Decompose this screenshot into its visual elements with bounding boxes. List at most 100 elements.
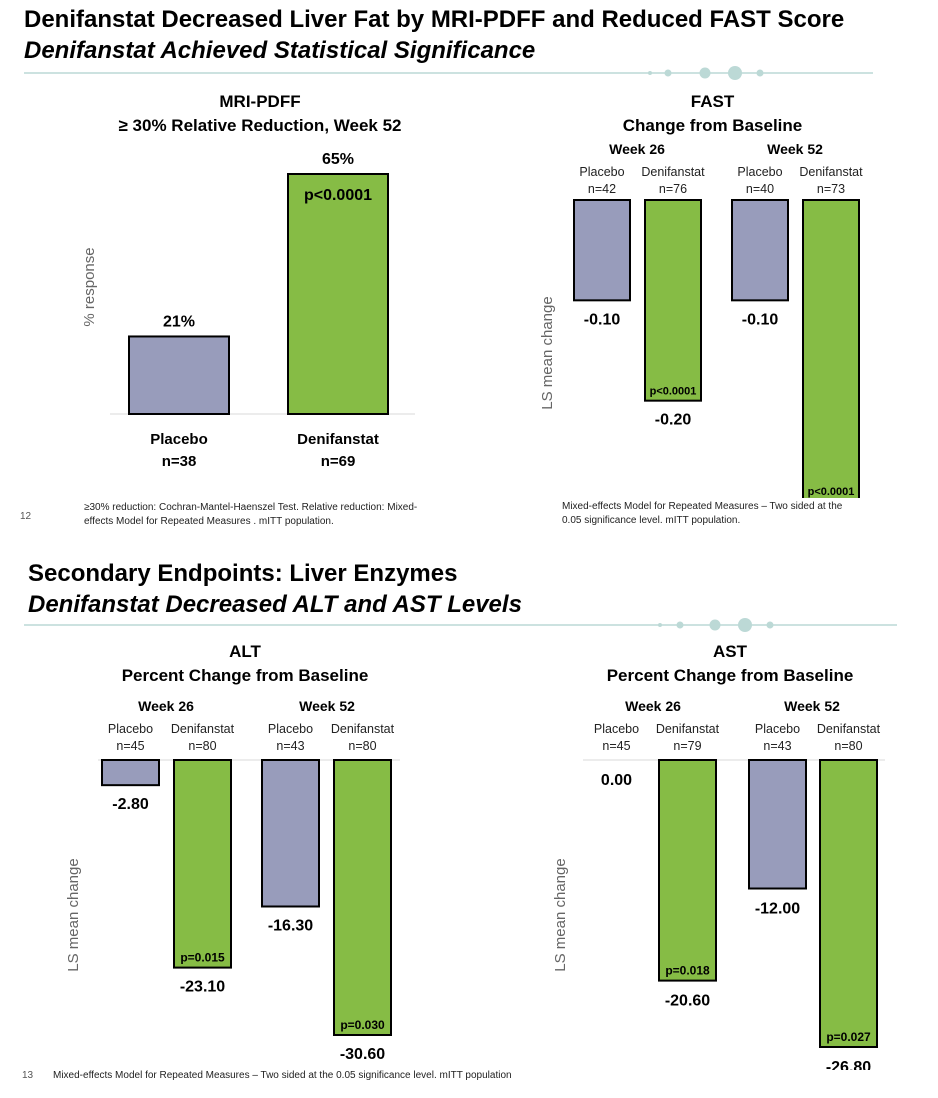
fast-arm-label: Placebo: [579, 165, 624, 179]
slide2-page-number: 13: [22, 1070, 34, 1081]
ast-group-label: Week 26: [625, 698, 681, 714]
ornament-dot: [699, 67, 711, 79]
fast-group-label: Week 26: [609, 141, 665, 157]
alt-y-axis-label: LS mean change: [65, 858, 82, 971]
fast-n-label: n=73: [817, 182, 845, 196]
fast-chart-title: FAST: [690, 92, 735, 111]
slide1-title-ornament: [24, 66, 873, 80]
alt-n-label: n=43: [276, 739, 304, 753]
ast-arm-label: Placebo: [755, 722, 800, 736]
alt-arm-label: Placebo: [268, 722, 313, 736]
slide1-subtitle: Denifanstat Achieved Statistical Signifi…: [24, 37, 536, 64]
mri-category-label: Denifanstat: [297, 431, 379, 448]
ast-arm-label: Denifanstat: [817, 722, 881, 736]
alt-group-label: Week 52: [299, 698, 355, 714]
alt-bar-chart: LS mean change Week 26 Week 52 Placebo n=45 -…: [65, 698, 400, 1062]
alt-arm-label: Placebo: [108, 722, 153, 736]
alt-arm-label: Denifanstat: [331, 722, 395, 736]
ast-n-label: n=80: [834, 739, 862, 753]
fast-n-label: n=76: [659, 182, 687, 196]
ornament-dot: [658, 623, 662, 627]
fast-arm-label: Placebo: [737, 165, 782, 179]
ast-group-label: Week 52: [784, 698, 840, 714]
ast-bar-chart: LS mean change Week 26 Week 52 Placebo n=45 0…: [552, 698, 885, 1070]
ast-p-value: p=0.018: [665, 964, 710, 978]
mri-chart-subtitle: ≥ 30% Relative Reduction, Week 52: [118, 116, 402, 135]
slide2-subtitle: Denifanstat Decreased ALT and AST Levels: [28, 591, 522, 618]
mri-bar-placebo: [128, 335, 230, 415]
alt-chart-title: ALT: [229, 642, 261, 661]
ast-value-label: 0.00: [601, 772, 632, 789]
ast-bar-denifanstat-w26: [658, 759, 717, 982]
slide1-footnote-right: Mixed-effects Model for Repeated Measure…: [562, 501, 843, 526]
mri-p-value: p<0.0001: [304, 187, 372, 204]
slide2-title-ornament: [24, 618, 897, 632]
fast-group-label: Week 52: [767, 141, 823, 157]
ast-bar-denifanstat-w52: [819, 759, 878, 1048]
slide1-footnote-left: ≥30% reduction: Cochran-Mantel-Haenszel …: [84, 502, 418, 527]
mri-n-label: n=69: [321, 453, 356, 470]
ast-n-label: n=79: [673, 739, 701, 753]
fast-arm-label: Denifanstat: [641, 165, 705, 179]
slide2-title: Secondary Endpoints: Liver Enzymes: [28, 560, 458, 587]
alt-value-label: -23.10: [180, 979, 225, 996]
ast-n-label: n=43: [763, 739, 791, 753]
mri-bar-chart: % response 21% Placebo n=38 65% p<0.0001 Denif…: [81, 151, 415, 470]
ornament-dot: [728, 66, 742, 80]
alt-bar-denifanstat-w26: [173, 759, 232, 969]
alt-bar-placebo-w52: [261, 759, 320, 908]
ast-y-axis-label: LS mean change: [552, 858, 569, 971]
fast-n-label: n=42: [588, 182, 616, 196]
mri-y-axis-label: % response: [81, 247, 98, 326]
ast-chart-subtitle: Percent Change from Baseline: [606, 666, 854, 685]
ast-value-label: -12.00: [755, 901, 800, 918]
ast-arm-label: Denifanstat: [656, 722, 720, 736]
alt-p-value: p=0.015: [180, 951, 225, 965]
alt-value-label: -30.60: [340, 1046, 385, 1062]
fast-p-value: p<0.0001: [650, 386, 697, 398]
slide1-title: Denifanstat Decreased Liver Fat by MRI-P…: [24, 6, 845, 33]
fast-y-axis-label: LS mean change: [539, 296, 556, 409]
alt-value-label: -16.30: [268, 917, 313, 934]
mri-chart-title: MRI-PDFF: [219, 92, 301, 111]
alt-bar-denifanstat-w52: [333, 759, 392, 1036]
fast-chart-subtitle: Change from Baseline: [622, 116, 803, 135]
ast-value-label: -26.80: [826, 1059, 871, 1070]
ornament-dot: [738, 618, 752, 632]
fast-bar-denifanstat-w26: [644, 199, 702, 402]
alt-arm-label: Denifanstat: [171, 722, 235, 736]
ornament-dot: [766, 621, 774, 629]
alt-chart-subtitle: Percent Change from Baseline: [121, 666, 369, 685]
ast-bar-placebo-w52: [748, 759, 807, 890]
ornament-dot: [676, 621, 684, 629]
ornament-dot: [756, 69, 764, 77]
ornament-dot: [709, 619, 721, 631]
ast-arm-label: Placebo: [594, 722, 639, 736]
mri-n-label: n=38: [162, 453, 197, 470]
fast-p-value: p<0.0001: [808, 486, 855, 498]
mri-value-label: 65%: [322, 151, 354, 168]
ast-n-label: n=45: [602, 739, 630, 753]
mri-value-label: 21%: [163, 313, 195, 330]
fast-n-label: n=40: [746, 182, 774, 196]
ast-chart-title: AST: [713, 642, 747, 661]
alt-p-value: p=0.030: [340, 1018, 385, 1032]
ornament-dot: [664, 69, 672, 77]
ornament-dot: [648, 71, 652, 75]
fast-bar-denifanstat-w52: [802, 199, 860, 498]
mri-bar-denifanstat: [287, 173, 389, 415]
alt-group-label: Week 26: [138, 698, 194, 714]
slide2-footnote: Mixed-effects Model for Repeated Measure…: [53, 1070, 512, 1081]
mri-category-label: Placebo: [150, 431, 208, 448]
alt-bar-placebo-w26: [101, 759, 160, 787]
ast-p-value: p=0.027: [826, 1030, 871, 1044]
fast-bar-placebo-w52: [731, 199, 789, 302]
alt-n-label: n=45: [116, 739, 144, 753]
slide1-page-number: 12: [20, 511, 32, 522]
alt-value-label: -2.80: [112, 796, 149, 813]
alt-n-label: n=80: [188, 739, 216, 753]
fast-arm-label: Denifanstat: [799, 165, 863, 179]
ast-value-label: -20.60: [665, 993, 710, 1010]
fast-bar-chart: LS mean change Week 26 Week 52 Placebo n=42 -…: [539, 141, 863, 498]
fast-value-label: -0.10: [584, 311, 621, 328]
